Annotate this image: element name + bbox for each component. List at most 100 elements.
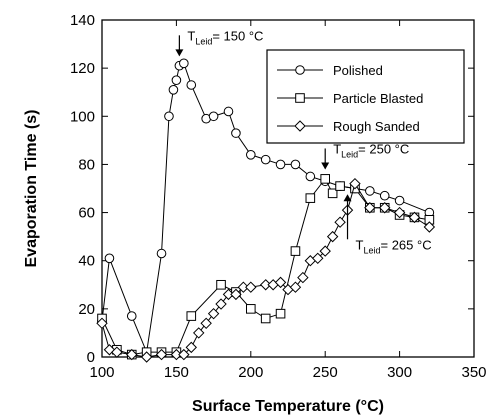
y-tick-label: 60 [78, 205, 95, 222]
x-tick-label: 100 [89, 364, 114, 381]
data-point-particle-blasted [246, 304, 256, 314]
annotation-subscript: Leid [195, 36, 212, 46]
data-point-rough-sanded [393, 206, 406, 219]
data-point-rough-sanded [222, 288, 235, 301]
annotation-symbol: T [333, 141, 341, 156]
data-point-rough-sanded [364, 202, 376, 214]
annotation-label: TLeid= 265 °C [356, 237, 432, 255]
annotation-value: = 150 °C [212, 28, 263, 43]
annotation-label: TLeid= 150 °C [187, 28, 263, 46]
data-point-polished [365, 186, 375, 196]
x-tick-label: 200 [238, 364, 263, 381]
y-tick-label: 140 [70, 12, 95, 29]
data-point-rough-sanded [289, 281, 302, 293]
data-point-polished [223, 106, 234, 117]
annotation-symbol: T [356, 237, 364, 252]
data-point-rough-sanded [200, 317, 212, 330]
data-point-rough-sanded [230, 288, 242, 301]
legend: Polished Particle Blasted Rough Sanded [266, 49, 465, 144]
data-point-rough-sanded [423, 221, 436, 233]
series-layer [96, 58, 436, 363]
data-point-rough-sanded [326, 230, 339, 243]
data-point-particle-blasted [290, 246, 301, 256]
data-point-particle-blasted [305, 193, 316, 203]
y-tick-label: 40 [78, 253, 95, 270]
data-point-polished [179, 58, 189, 69]
x-tick-label: 350 [461, 364, 486, 381]
annotation-value: = 265 °C [380, 237, 431, 252]
data-point-rough-sanded [207, 307, 220, 320]
y-tick-label: 0 [87, 349, 95, 366]
annotation-label: TLeid= 250 °C [333, 141, 409, 159]
data-point-polished [186, 80, 197, 90]
data-point-rough-sanded [96, 317, 108, 330]
data-point-rough-sanded [408, 211, 421, 224]
legend-marker-rough-sanded [294, 120, 306, 132]
data-point-rough-sanded [297, 271, 309, 284]
data-point-polished [231, 128, 241, 138]
y-tick-label: 20 [78, 301, 95, 318]
legend-label-polished: Polished [333, 63, 383, 78]
data-point-polished [168, 85, 179, 95]
data-point-particle-blasted [335, 181, 345, 191]
data-point-polished [246, 150, 256, 160]
data-point-rough-sanded [259, 279, 272, 291]
data-point-rough-sanded [185, 341, 197, 354]
data-point-rough-sanded [126, 348, 138, 361]
data-point-rough-sanded [111, 346, 123, 358]
data-point-polished [164, 111, 174, 122]
data-point-polished [208, 111, 219, 122]
y-tick-label: 120 [70, 60, 95, 77]
data-point-rough-sanded [140, 351, 153, 363]
annotation-subscript: Leid [341, 149, 358, 159]
legend-label-particle-blasted: Particle Blasted [333, 91, 423, 106]
data-point-rough-sanded [274, 276, 287, 289]
annotation-symbol: T [187, 28, 195, 43]
data-point-polished [156, 248, 167, 259]
data-point-rough-sanded [193, 327, 205, 339]
data-point-polished [305, 171, 316, 182]
legend-marker-particle-blasted [295, 93, 305, 103]
data-point-rough-sanded [349, 177, 361, 190]
y-axis-title: Evaporation Time (s) [23, 110, 40, 268]
annotation-subscript: Leid [363, 245, 380, 255]
data-point-polished [290, 159, 301, 170]
x-axis-title: Surface Temperature (°C) [192, 398, 384, 415]
legend-label-rough-sanded: Rough Sanded [333, 119, 420, 134]
annotation-arrowhead [321, 162, 330, 170]
data-point-polished [275, 159, 286, 170]
y-tick-label: 80 [78, 156, 95, 173]
x-tick-label: 150 [164, 364, 189, 381]
plot-frame [101, 19, 475, 358]
data-point-rough-sanded [237, 281, 250, 293]
data-point-polished [394, 195, 405, 206]
data-point-rough-sanded [334, 216, 346, 228]
data-point-rough-sanded [155, 348, 168, 361]
x-tick-label: 300 [387, 364, 412, 381]
data-point-particle-blasted [275, 308, 286, 319]
annotation-arrowhead [175, 49, 184, 57]
legend-marker-polished [295, 65, 305, 75]
data-point-polished [104, 253, 115, 264]
data-point-particle-blasted [327, 188, 338, 199]
data-point-rough-sanded [215, 298, 227, 310]
data-point-polished [126, 311, 137, 321]
data-point-rough-sanded [178, 348, 190, 361]
data-point-rough-sanded [312, 252, 324, 265]
data-point-particle-blasted [216, 279, 226, 290]
data-point-particle-blasted [320, 174, 330, 184]
series-particle-blasted [97, 174, 435, 360]
series-rough-sanded [96, 177, 436, 363]
data-point-rough-sanded [170, 348, 183, 361]
x-tick-label: 250 [313, 364, 338, 381]
y-tick-label: 100 [70, 108, 95, 125]
data-point-polished [379, 190, 390, 201]
data-point-rough-sanded [379, 202, 391, 214]
data-point-rough-sanded [319, 245, 331, 257]
data-point-polished [171, 75, 182, 85]
data-point-particle-blasted [260, 313, 271, 324]
data-point-polished [260, 154, 271, 165]
